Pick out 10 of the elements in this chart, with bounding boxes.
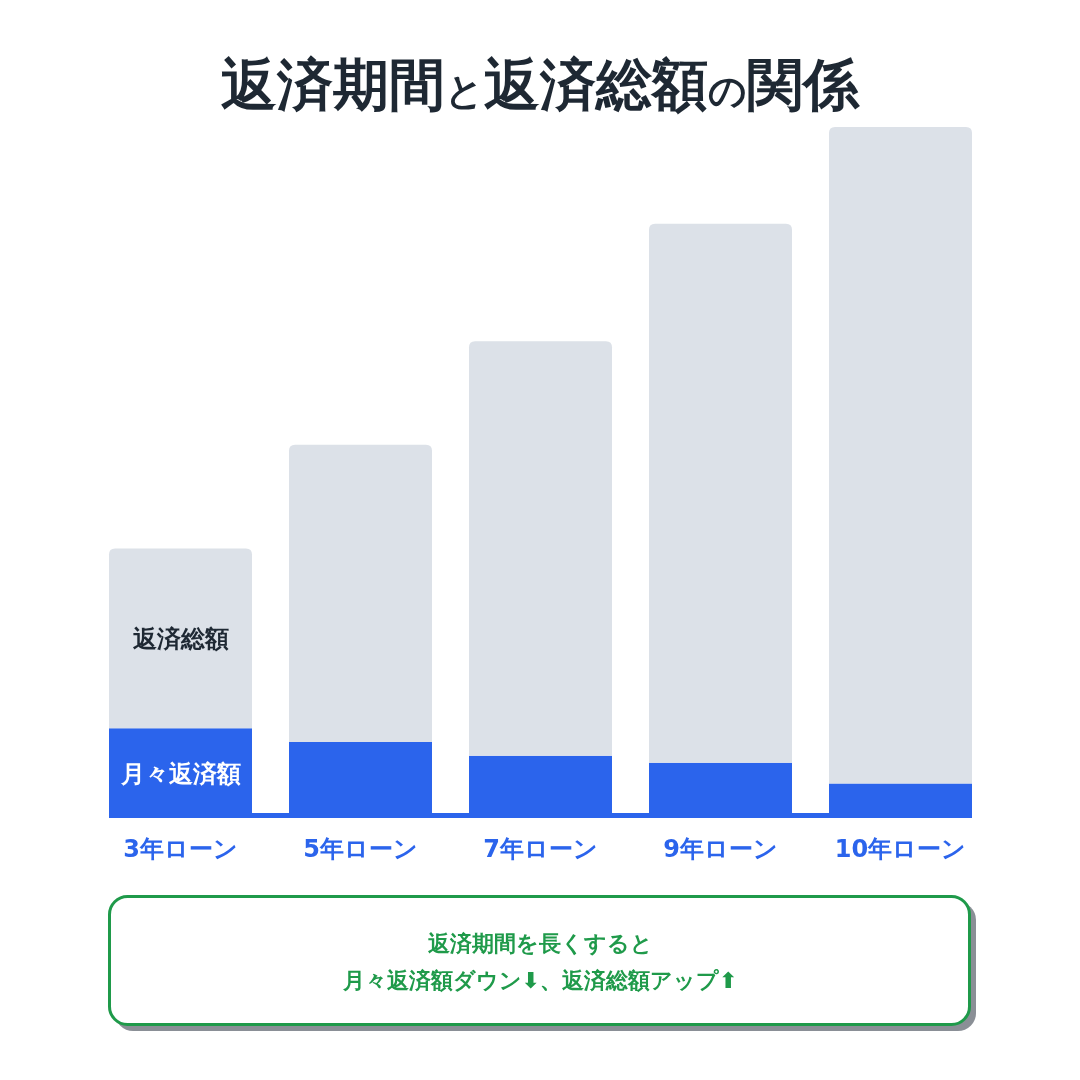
x-tick-label: 3年ローン bbox=[123, 835, 238, 863]
text: 返済期間を長くすると bbox=[426, 930, 653, 956]
x-tick-label: 5年ローン bbox=[303, 835, 418, 863]
x-tick-label: 9年ローン bbox=[663, 835, 778, 863]
x-tick-label: 10年ローン bbox=[834, 835, 967, 863]
series-label: 返済総額 bbox=[131, 625, 229, 654]
series-label: 月々返済額 bbox=[119, 760, 241, 789]
chart-title: 返済期間と返済総額の関係 bbox=[221, 52, 860, 117]
x-tick-label: 7年ローン bbox=[483, 835, 598, 863]
text: 月々返済額ダウン⬇、返済総額アップ⬆ bbox=[341, 967, 738, 993]
